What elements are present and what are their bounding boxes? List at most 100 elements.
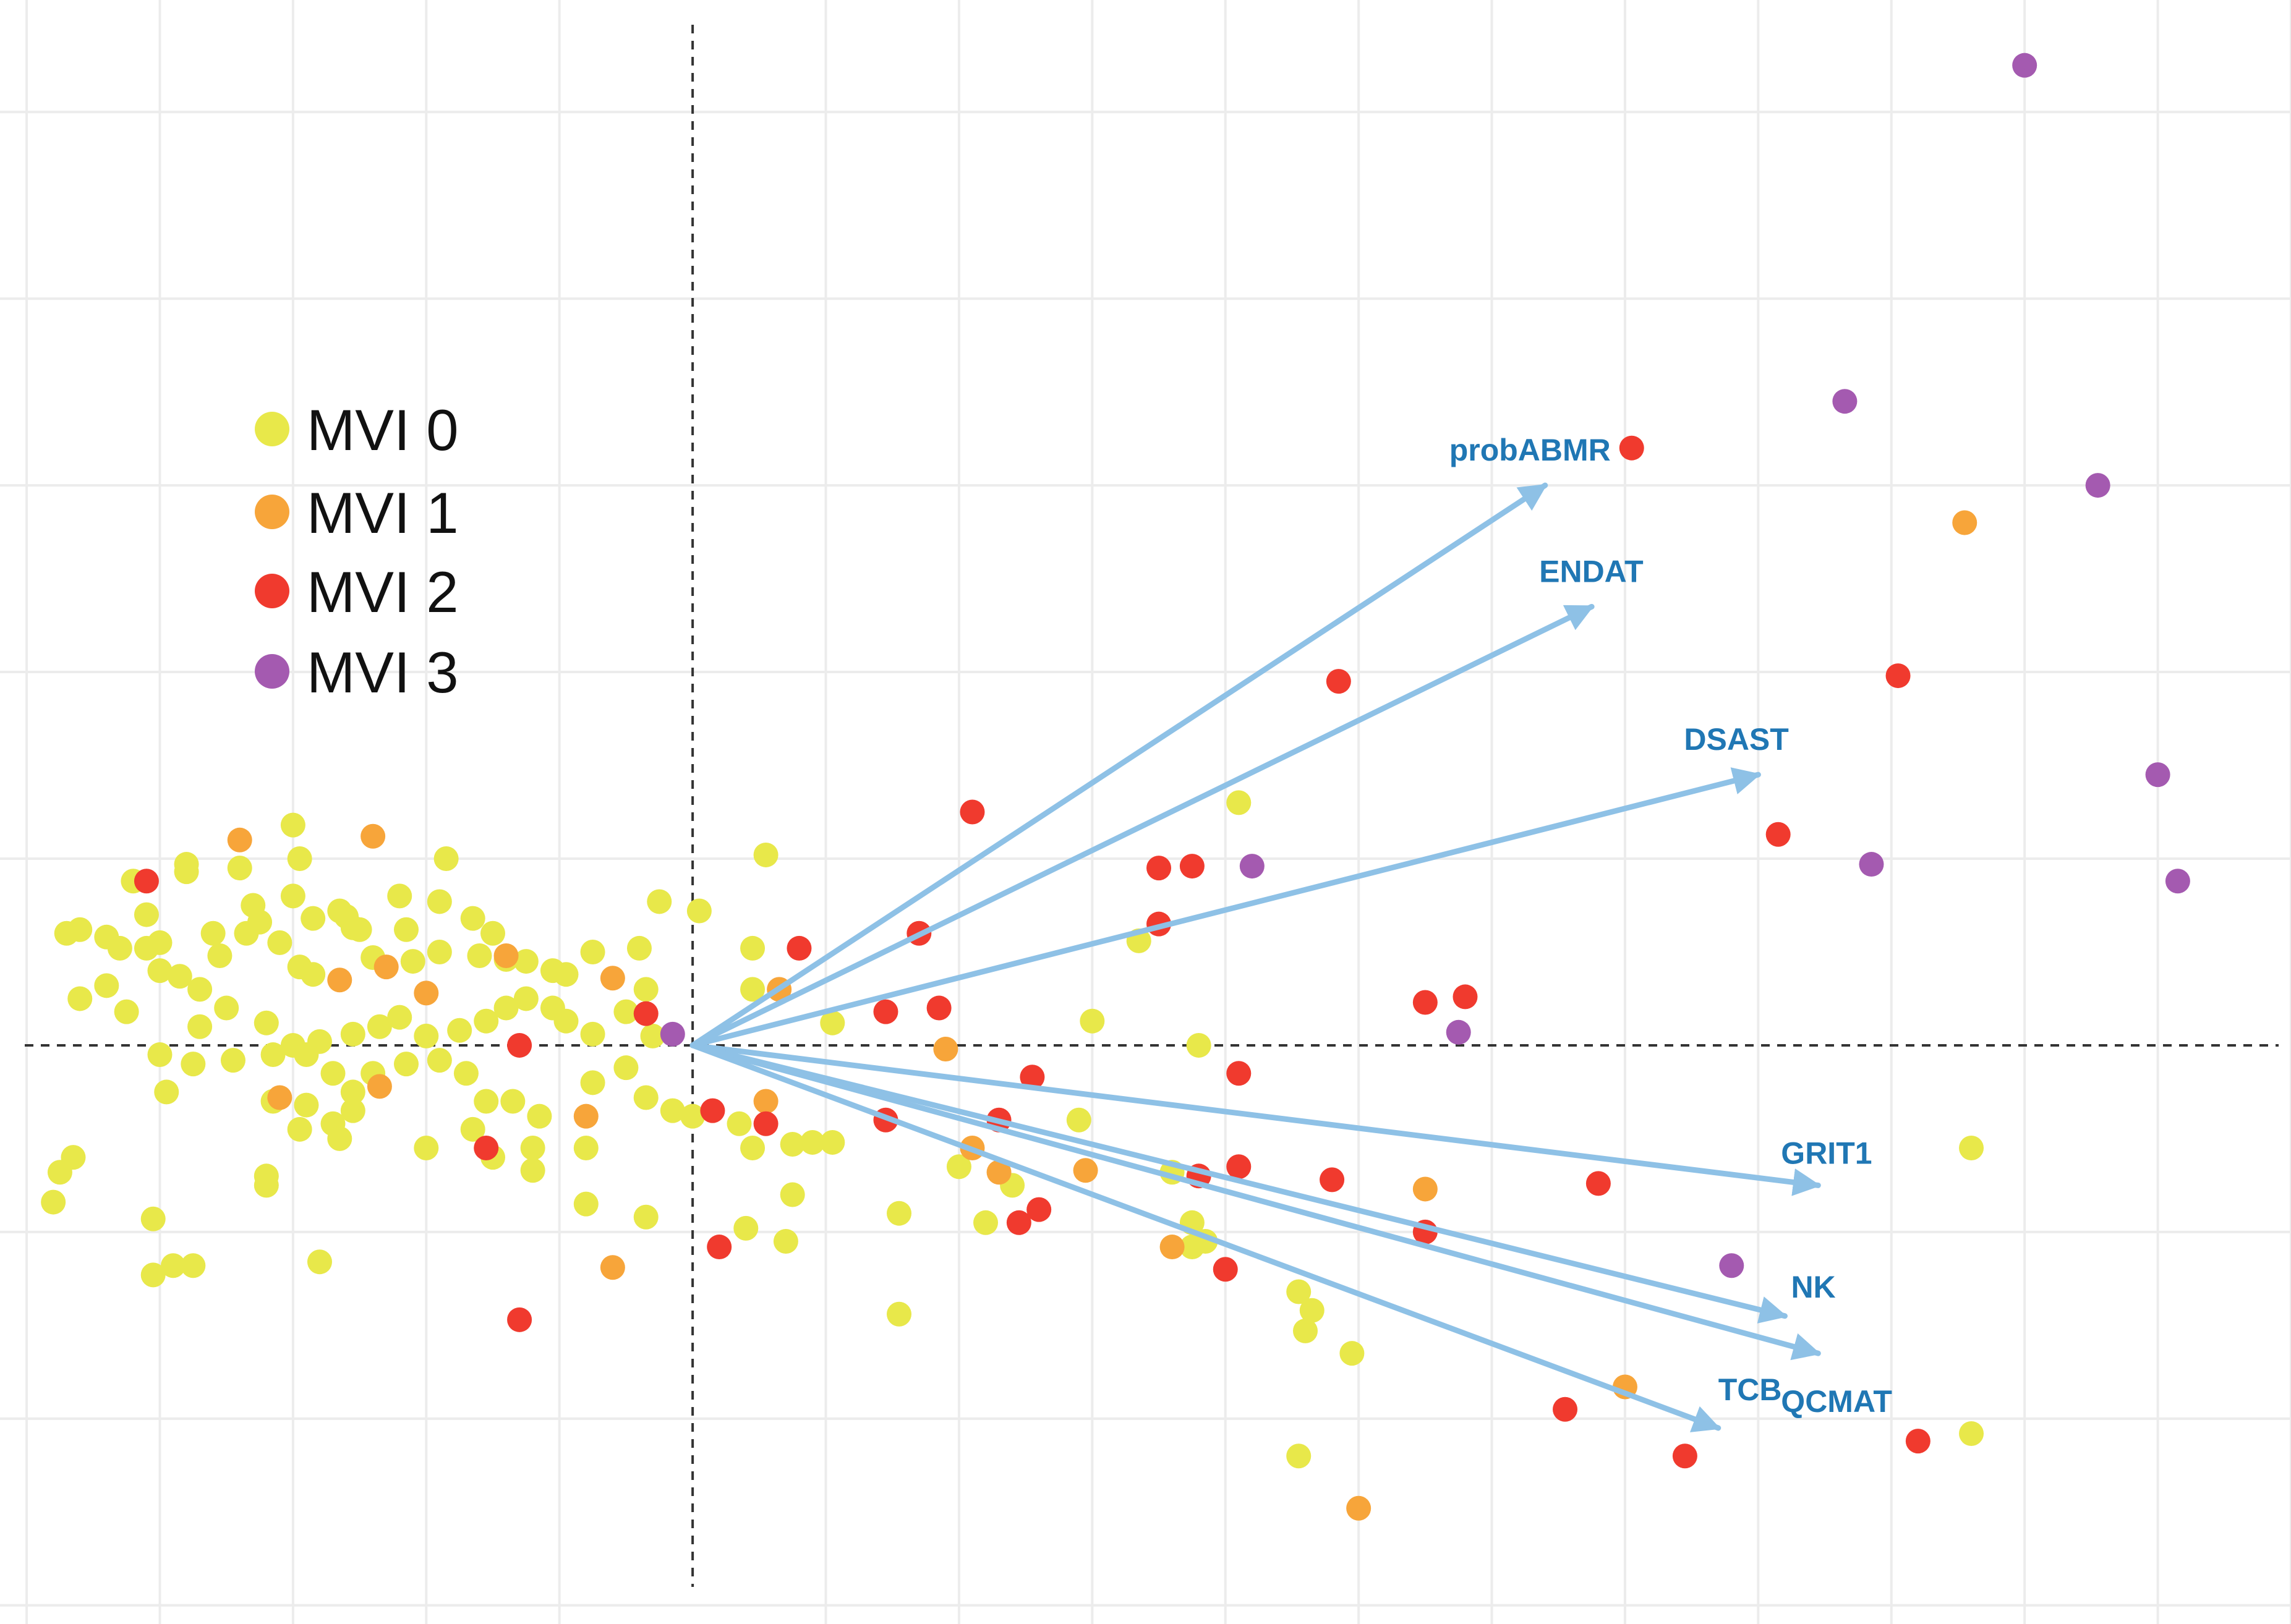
point-mvi-0 (260, 1042, 286, 1068)
point-mvi-0 (94, 973, 119, 998)
point-mvi-0 (820, 1129, 845, 1155)
point-mvi-0 (414, 1023, 439, 1048)
point-mvi-1 (933, 1036, 958, 1061)
point-mvi-0 (1286, 1279, 1312, 1304)
point-mvi-0 (393, 917, 419, 942)
point-mvi-0 (1299, 1298, 1325, 1323)
point-mvi-3 (2165, 869, 2190, 894)
point-mvi-0 (773, 1228, 798, 1254)
point-mvi-0 (174, 852, 199, 877)
point-mvi-2 (1765, 822, 1791, 847)
point-mvi-0 (580, 1021, 605, 1047)
legend-swatch-mvi-1 (255, 495, 289, 529)
point-mvi-1 (493, 943, 519, 969)
point-mvi-0 (294, 1092, 319, 1118)
point-mvi-1 (600, 966, 625, 991)
point-mvi-0 (167, 964, 192, 989)
point-mvi-0 (946, 1154, 971, 1180)
point-mvi-1 (1412, 1176, 1438, 1202)
point-mvi-0 (553, 962, 579, 987)
vector-probabmr (689, 482, 1548, 1048)
point-mvi-0 (633, 1204, 659, 1230)
point-mvi-0 (727, 1111, 752, 1136)
point-mvi-3 (1832, 389, 1858, 414)
vector-nk (689, 1042, 1788, 1324)
point-mvi-0 (287, 846, 312, 871)
point-mvi-0 (540, 995, 565, 1021)
point-mvi-2 (1146, 856, 1172, 881)
point-mvi-0 (181, 1253, 206, 1278)
point-mvi-1 (414, 980, 439, 1006)
point-mvi-0 (474, 1089, 499, 1114)
point-mvi-2 (926, 995, 952, 1021)
legend-label-mvi-2: MVI 2 (307, 559, 459, 624)
point-mvi-0 (1339, 1341, 1365, 1366)
point-mvi-0 (1959, 1421, 1984, 1447)
vector-endat (689, 603, 1595, 1048)
point-mvi-2 (787, 935, 812, 961)
point-mvi-0 (733, 1215, 759, 1241)
point-mvi-0 (340, 1021, 365, 1047)
point-mvi-0 (187, 977, 213, 1002)
point-mvi-0 (47, 1160, 72, 1185)
point-mvi-0 (1179, 1235, 1205, 1260)
point-mvi-0 (280, 883, 305, 909)
point-mvi-3 (1859, 852, 1884, 877)
point-mvi-3 (2085, 473, 2110, 498)
vector-tcb (689, 1042, 1721, 1432)
point-mvi-0 (780, 1131, 805, 1157)
point-mvi-0 (254, 1010, 279, 1035)
point-mvi-1 (227, 827, 252, 852)
legend-swatch-mvi-0 (255, 412, 289, 446)
vector-qcmat (689, 1042, 1821, 1361)
point-mvi-0 (480, 920, 506, 946)
point-mvi-0 (1959, 1136, 1984, 1161)
point-mvi-0 (147, 1042, 173, 1068)
vector-label-grit1: GRIT1 (1781, 1136, 1872, 1170)
point-mvi-0 (513, 986, 539, 1011)
point-mvi-1 (367, 1074, 392, 1099)
point-mvi-0 (580, 939, 605, 964)
point-mvi-0 (467, 943, 492, 969)
point-mvi-0 (140, 1206, 166, 1231)
point-mvi-0 (647, 889, 672, 914)
point-mvi-1 (1073, 1158, 1098, 1183)
point-mvi-2 (1453, 984, 1478, 1010)
point-mvi-0 (340, 1098, 365, 1123)
point-mvi-2 (1320, 1167, 1345, 1192)
point-mvi-0 (1292, 1318, 1318, 1343)
point-mvi-2 (1885, 663, 1911, 689)
point-mvi-0 (613, 1055, 639, 1081)
point-mvi-0 (740, 1136, 766, 1161)
legend-item-mvi-1: MVI 1 (255, 480, 459, 545)
point-mvi-0 (633, 1085, 659, 1110)
point-mvi-2 (1619, 435, 1644, 461)
point-mvi-0 (626, 935, 652, 961)
point-mvi-0 (301, 906, 326, 931)
point-mvi-0 (474, 1008, 499, 1034)
point-mvi-0 (320, 1061, 346, 1086)
point-mvi-0 (220, 1048, 245, 1073)
point-mvi-0 (280, 812, 305, 838)
vector-label-dsast: DSAST (1684, 722, 1788, 757)
point-mvi-0 (580, 1070, 605, 1095)
point-mvi-0 (227, 856, 252, 881)
legend-item-mvi-3: MVI 3 (255, 640, 459, 705)
legend-swatch-mvi-3 (255, 654, 289, 689)
point-mvi-0 (973, 1210, 999, 1235)
point-mvi-2 (1020, 1065, 1045, 1090)
point-mvi-0 (500, 1089, 526, 1114)
zero-axes (25, 25, 2279, 1587)
point-mvi-0 (393, 1052, 419, 1077)
point-mvi-0 (886, 1301, 911, 1327)
point-mvi-0 (181, 1052, 206, 1077)
point-mvi-0 (67, 986, 93, 1011)
point-mvi-0 (800, 1129, 825, 1155)
point-mvi-0 (41, 1189, 66, 1215)
point-mvi-1 (573, 1103, 599, 1129)
legend: MVI 0 MVI 1 MVI 2 MVI 3 (255, 397, 459, 705)
vector-label-qcmat: QCMAT (1781, 1384, 1892, 1419)
point-mvi-0 (1286, 1443, 1312, 1469)
point-mvi-0 (147, 930, 173, 955)
